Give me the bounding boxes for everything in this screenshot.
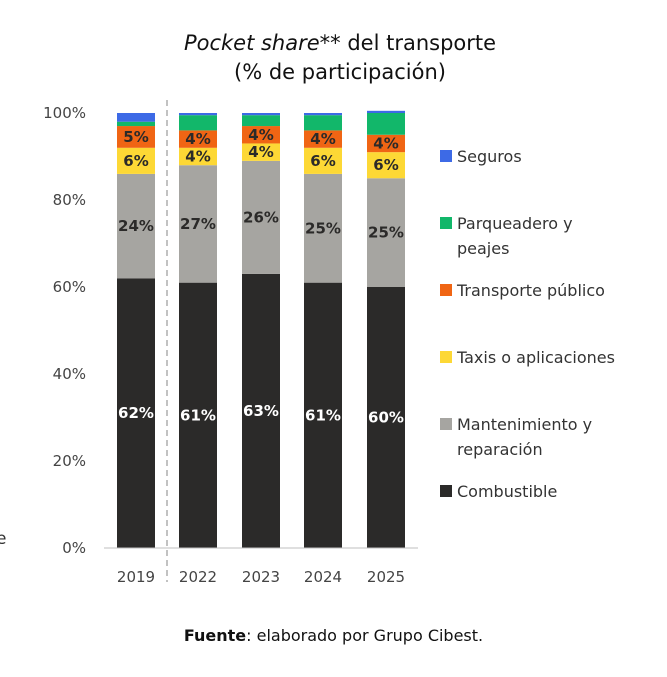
y-tick-label: 80%: [53, 191, 86, 209]
bar-segment-2023-4: [242, 126, 280, 144]
data-label-2022-3: 4%: [185, 148, 210, 166]
bar-segment-2022-2: [179, 165, 217, 283]
data-label-2024-1: 61%: [305, 406, 341, 424]
bar-segment-2025-3: [367, 152, 405, 179]
data-label-2025-1: 60%: [368, 409, 404, 427]
bar-segment-2025-1: [367, 287, 405, 548]
x-tick-label: 2019: [117, 568, 155, 586]
bar-segment-2025-5: [367, 113, 405, 135]
bar-segment-2019-4: [117, 126, 155, 148]
x-tick-label: 2025: [367, 568, 405, 586]
legend-item: Parqueadero y peajes: [440, 214, 573, 258]
bar-segment-2019-2: [117, 173, 155, 279]
y-tick-label: 100%: [43, 104, 86, 122]
bar-segment-2023-2: [242, 160, 280, 274]
bar-segment-2022-5: [179, 115, 217, 131]
legend-swatch: [440, 485, 452, 497]
legend-swatch: [440, 284, 452, 296]
data-label-2019-3: 6%: [123, 152, 148, 170]
y-tick-label: 60%: [53, 278, 86, 296]
data-label-2019-1: 62%: [118, 404, 154, 422]
bar-segment-2023-6: [242, 113, 280, 116]
x-tick-label: 2023: [242, 568, 280, 586]
source-label: Fuente: [183, 626, 247, 645]
bar-segment-2019-5: [117, 121, 155, 127]
data-label-2023-2: 26%: [243, 208, 279, 226]
legend-item: Combustible: [440, 482, 557, 501]
legend-swatch: [440, 418, 452, 430]
data-label-2019-4: 5%: [123, 128, 148, 146]
legend-swatch: [440, 217, 452, 229]
bar-segment-2023-1: [242, 273, 280, 548]
data-label-2024-2: 25%: [305, 219, 341, 237]
data-label-2023-3: 4%: [248, 143, 273, 161]
bar-segment-2025-6: [367, 110, 405, 113]
source-footer: Fuente: elaborado por Grupo Cibest.: [0, 626, 667, 645]
bar-segment-2023-5: [242, 115, 280, 127]
legend-label: Mantenimiento y reparación: [457, 415, 592, 459]
bar-segment-2024-1: [304, 282, 342, 548]
x-tick-label: 2024: [304, 568, 342, 586]
data-label-2019-2: 24%: [118, 217, 154, 235]
bar-segment-2022-3: [179, 147, 217, 166]
bar-segment-2019-3: [117, 147, 155, 174]
legend-item: Seguros: [440, 147, 522, 166]
chart-title-italic: Pocket share**: [184, 31, 341, 55]
bar-segment-2022-1: [179, 282, 217, 548]
data-label-2025-2: 25%: [368, 224, 404, 242]
legend-label: Seguros: [457, 147, 522, 166]
bar-segment-2019-6: [117, 113, 155, 122]
legend-label: Parqueadero y peajes: [457, 214, 573, 258]
data-label-2025-4: 4%: [373, 134, 398, 152]
y-tick-label: 0%: [62, 539, 86, 557]
data-label-2022-1: 61%: [180, 406, 216, 424]
legend-swatch: [440, 351, 452, 363]
legend-item: Transporte público: [440, 281, 605, 300]
chart-subtitle: (% de participación): [234, 60, 446, 84]
bar-segment-2024-6: [304, 113, 342, 116]
legend-label: Taxis o aplicaciones: [456, 348, 615, 367]
data-label-2023-4: 4%: [248, 126, 273, 144]
bar-segment-2024-2: [304, 173, 342, 283]
bar-segment-2025-2: [367, 178, 405, 287]
legend-label: Combustible: [457, 482, 557, 501]
data-label-2024-3: 6%: [310, 152, 335, 170]
source-text: : elaborado por Grupo Cibest.: [246, 626, 484, 645]
bar-segment-2023-3: [242, 143, 280, 161]
bar-segment-2024-5: [304, 115, 342, 131]
y-tick-label: 20%: [53, 452, 86, 470]
data-label-2024-4: 4%: [310, 130, 335, 148]
bar-segment-2019-1: [117, 278, 155, 548]
legend-swatch: [440, 150, 452, 162]
x-tick-label: 2022: [179, 568, 217, 586]
y-tick-label: 40%: [53, 365, 86, 383]
legend-item: Taxis o aplicaciones: [440, 348, 615, 367]
legend-label: Transporte público: [456, 281, 605, 300]
bar-segment-2025-4: [367, 134, 405, 153]
chart-title: Pocket share** del transporte: [184, 31, 496, 55]
bar-segment-2024-4: [304, 130, 342, 148]
bar-segment-2024-3: [304, 147, 342, 174]
data-label-2025-3: 6%: [373, 156, 398, 174]
data-label-2022-2: 27%: [180, 215, 216, 233]
data-label-2022-4: 4%: [185, 130, 210, 148]
data-label-2023-1: 63%: [243, 402, 279, 420]
legend-item: Mantenimiento y reparación: [440, 415, 592, 459]
chart-title-rest: del transporte: [341, 31, 496, 55]
edge-text-fragment: e: [0, 529, 6, 549]
bar-segment-2022-6: [179, 113, 217, 116]
bar-segment-2022-4: [179, 130, 217, 148]
